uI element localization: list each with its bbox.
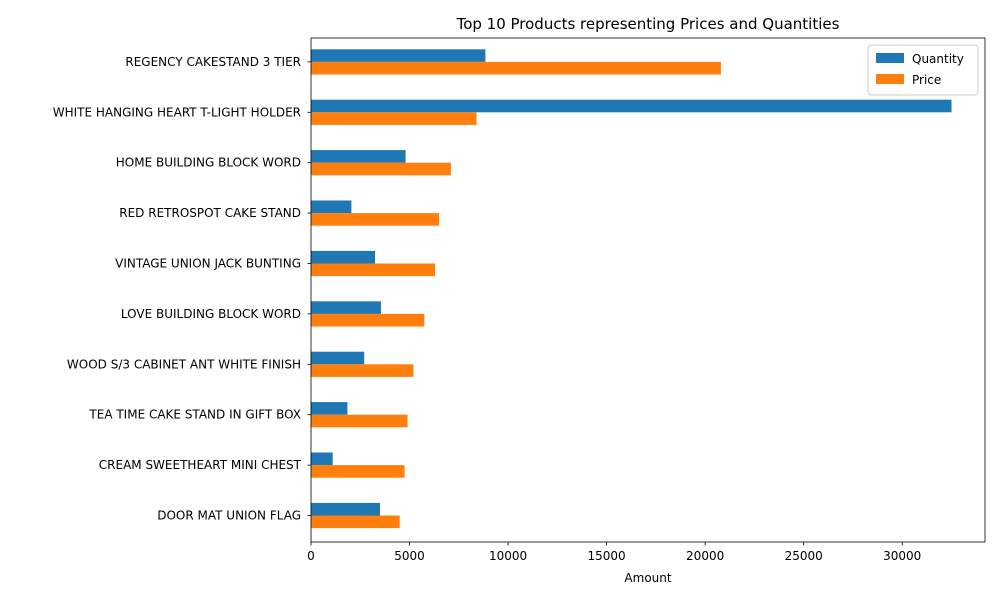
bar-price-1 — [311, 61, 721, 75]
y-tick-label: WHITE HANGING HEART T-LIGHT HOLDER — [53, 105, 301, 119]
legend-swatch-price — [876, 74, 904, 84]
x-tick-label: 0 — [307, 549, 315, 563]
x-tick-label: 15000 — [588, 549, 626, 563]
bar-quantity-4 — [311, 200, 352, 214]
x-tick-label: 5000 — [394, 549, 425, 563]
y-tick-label: LOVE BUILDING BLOCK WORD — [121, 307, 301, 321]
bar-price-7 — [311, 364, 414, 377]
y-tick-label: HOME BUILDING BLOCK WORD — [116, 156, 301, 170]
bar-price-10 — [311, 515, 400, 529]
legend: Quantity Price — [867, 44, 979, 96]
x-tick-label: 30000 — [883, 549, 921, 563]
legend-label-quantity: Quantity — [912, 52, 964, 66]
bar-quantity-10 — [311, 502, 380, 516]
axes-layer: REGENCY CAKESTAND 3 TIER WHITE HANGING HE… — [53, 37, 986, 563]
bars-layer — [311, 49, 952, 529]
bar-quantity-3 — [311, 150, 406, 163]
bar-quantity-7 — [311, 351, 365, 365]
bar-price-9 — [311, 465, 405, 478]
legend-swatch-quantity — [876, 53, 904, 63]
bar-price-4 — [311, 213, 440, 226]
bar-price-6 — [311, 313, 425, 327]
y-tick-label: WOOD S/3 CABINET ANT WHITE FINISH — [67, 357, 301, 371]
x-tick-label: 10000 — [489, 549, 527, 563]
chart-title: Top 10 Products representing Prices and … — [456, 15, 840, 33]
y-tick-label: RED RETROSPOT CAKE STAND — [119, 206, 301, 220]
y-tick-label: VINTAGE UNION JACK BUNTING — [115, 257, 301, 271]
bar-quantity-8 — [311, 402, 348, 415]
bar-price-8 — [311, 414, 408, 428]
y-tick-label: TEA TIME CAKE STAND IN GIFT BOX — [88, 408, 301, 422]
bar-quantity-9 — [311, 452, 333, 466]
bar-quantity-5 — [311, 250, 376, 264]
x-tick-label: 20000 — [686, 549, 724, 563]
bar-quantity-1 — [311, 49, 486, 62]
y-tick-label: DOOR MAT UNION FLAG — [157, 509, 301, 523]
x-tick-label: 25000 — [785, 549, 823, 563]
bar-price-2 — [311, 112, 477, 125]
bar-price-5 — [311, 263, 436, 277]
y-tick-label: REGENCY CAKESTAND 3 TIER — [125, 55, 301, 69]
bar-quantity-6 — [311, 301, 381, 314]
x-axis-label: Amount — [624, 571, 671, 585]
y-tick-label: CREAM SWEETHEART MINI CHEST — [99, 458, 302, 472]
plot-frame — [310, 37, 986, 543]
legend-label-price: Price — [912, 73, 941, 87]
bar-price-3 — [311, 162, 451, 176]
bar-quantity-2 — [311, 99, 952, 113]
